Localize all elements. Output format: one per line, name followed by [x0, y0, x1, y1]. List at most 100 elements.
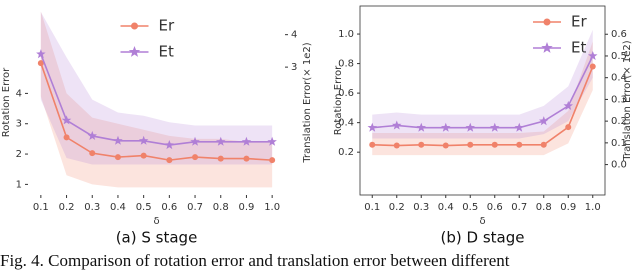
x-axis-label: δ: [479, 216, 485, 227]
series-line: [372, 55, 594, 129]
y2-tick-label: 0.3: [611, 94, 627, 105]
point: [416, 122, 426, 132]
point: [540, 141, 547, 148]
y2-tick-label: 0.5: [611, 51, 627, 62]
x-tick-label: 1.0: [264, 202, 280, 213]
y-tick-label: 0.6: [338, 88, 354, 99]
x-tick-label: 0.3: [84, 202, 100, 213]
x-tick-label: 0.9: [560, 202, 576, 213]
y-axis-label: Rotation Error: [333, 65, 344, 135]
x-tick-label: 0.4: [438, 202, 454, 213]
point: [36, 49, 46, 59]
point: [514, 122, 524, 132]
x-tick-label: 0.3: [413, 202, 429, 213]
x-tick-label: 0.4: [110, 202, 126, 213]
y-tick-label: 1.0: [338, 29, 354, 40]
error-band: [40, 11, 273, 165]
point: [37, 60, 44, 67]
x-tick-label: 0.8: [213, 202, 229, 213]
point: [241, 136, 252, 146]
y-tick-label: 1: [16, 179, 22, 190]
y-tick-label: 3: [16, 119, 22, 130]
x-tick-label: 0.5: [462, 202, 478, 213]
point: [89, 150, 96, 157]
point: [140, 152, 147, 159]
x-tick-label: 0.7: [187, 202, 203, 213]
point: [113, 135, 123, 145]
point: [441, 122, 451, 132]
point: [217, 155, 224, 162]
point: [465, 122, 475, 132]
point: [63, 134, 70, 141]
point: [490, 122, 500, 132]
point: [516, 141, 523, 148]
y2-axis-label: Translation Error(× 1e2): [622, 40, 633, 161]
subplot-caption: (b) D stage: [441, 229, 525, 247]
y-axis-label: Rotation Error: [1, 67, 12, 137]
y2-tick-label: 0.0: [611, 160, 627, 171]
x-tick-label: 0.1: [33, 202, 49, 213]
y2-axis-label: Translation Error(× 1e2): [302, 42, 313, 163]
legend-marker: [543, 18, 551, 26]
point: [190, 136, 200, 146]
legend-label: Er: [159, 17, 175, 35]
y-tick-label: 0.2: [338, 147, 354, 158]
x-tick-label: 0.7: [511, 202, 527, 213]
x-tick-label: 0.8: [536, 202, 552, 213]
point: [367, 122, 377, 132]
y-tick-label: 2: [16, 149, 22, 160]
x-tick-label: 0.6: [487, 202, 503, 213]
y-tick-label: 4: [16, 88, 22, 99]
point: [87, 130, 97, 140]
y-tick-label: 0.8: [338, 59, 354, 70]
point: [267, 136, 277, 146]
x-tick-label: 0.5: [136, 202, 152, 213]
y2-tick-label: 0.1: [611, 138, 627, 149]
point: [269, 157, 276, 164]
point: [164, 140, 175, 150]
x-tick-label: 0.9: [238, 202, 254, 213]
figure-caption: Fig. 4. Comparison of rotation error and…: [0, 251, 510, 270]
y2-tick-label: 4: [291, 30, 297, 41]
point: [61, 115, 72, 125]
x-tick-label: 0.6: [161, 202, 177, 213]
y2-tick-label: 3: [291, 62, 297, 73]
plot-frame: [359, 5, 606, 196]
legend-label: Et: [159, 43, 174, 61]
series-line: [372, 66, 594, 147]
legend-marker: [128, 46, 141, 57]
legend-label: Et: [571, 39, 586, 57]
point: [539, 116, 549, 126]
legend-label: Er: [571, 13, 587, 31]
y2-tick-label: 0.2: [611, 116, 627, 127]
point: [393, 142, 400, 149]
legend-marker: [131, 22, 138, 30]
series-line: [40, 53, 273, 146]
y2-tick-label: 0.4: [611, 73, 627, 84]
legend-marker: [541, 42, 553, 53]
x-axis-label: δ: [153, 216, 159, 227]
x-tick-label: 0.2: [59, 202, 75, 213]
point: [491, 141, 498, 148]
error-band: [372, 29, 593, 139]
point: [563, 100, 573, 110]
series-line: [40, 62, 273, 161]
y-tick-label: 0.4: [338, 118, 354, 129]
x-tick-label: 0.1: [364, 202, 380, 213]
x-tick-label: 0.2: [389, 202, 405, 213]
subplot-caption: (a) S stage: [116, 229, 198, 247]
point: [192, 154, 199, 161]
point: [216, 136, 226, 146]
point: [467, 141, 474, 148]
point: [369, 141, 376, 148]
point: [243, 155, 250, 162]
y2-tick-label: 0.6: [611, 29, 627, 40]
point: [138, 135, 149, 145]
point: [114, 154, 121, 161]
point: [166, 157, 173, 164]
error-band: [372, 41, 593, 156]
point: [392, 120, 402, 130]
error-band: [40, 11, 273, 188]
x-tick-label: 1.0: [585, 202, 601, 213]
